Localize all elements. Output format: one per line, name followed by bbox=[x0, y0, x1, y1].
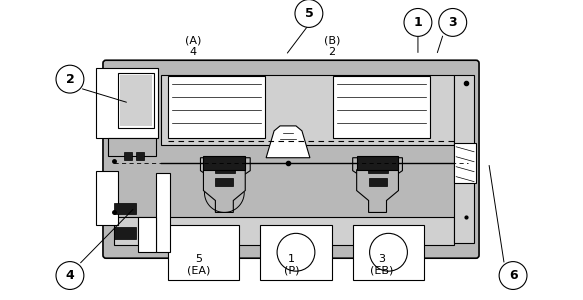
Text: (P): (P) bbox=[284, 265, 299, 275]
Bar bbox=[454, 75, 474, 243]
Text: 3: 3 bbox=[378, 254, 385, 264]
Text: 1: 1 bbox=[288, 254, 295, 264]
Bar bbox=[124, 152, 132, 160]
Circle shape bbox=[295, 0, 323, 27]
Polygon shape bbox=[266, 126, 310, 158]
Text: 4: 4 bbox=[65, 269, 74, 282]
Bar bbox=[156, 173, 170, 252]
Polygon shape bbox=[201, 158, 250, 193]
Circle shape bbox=[404, 8, 432, 36]
Text: 2: 2 bbox=[329, 47, 336, 57]
Bar bbox=[168, 76, 265, 138]
Text: (B): (B) bbox=[324, 35, 340, 45]
Bar bbox=[96, 171, 118, 225]
Text: 6: 6 bbox=[509, 269, 517, 282]
Circle shape bbox=[56, 262, 84, 290]
Text: 5: 5 bbox=[195, 254, 202, 264]
Bar bbox=[454, 143, 476, 183]
Polygon shape bbox=[203, 156, 245, 170]
Bar bbox=[353, 225, 424, 280]
Bar bbox=[215, 178, 233, 186]
FancyBboxPatch shape bbox=[103, 60, 479, 258]
Bar bbox=[333, 76, 430, 138]
Text: 5: 5 bbox=[304, 7, 313, 20]
Bar bbox=[96, 68, 157, 138]
Bar bbox=[114, 227, 136, 239]
Text: 2: 2 bbox=[65, 73, 74, 85]
Ellipse shape bbox=[370, 233, 408, 271]
Circle shape bbox=[439, 8, 466, 36]
Bar bbox=[260, 225, 332, 280]
Bar bbox=[118, 73, 154, 128]
Bar bbox=[215, 163, 236, 173]
Bar bbox=[161, 75, 454, 145]
Text: 4: 4 bbox=[189, 47, 196, 57]
Bar bbox=[138, 218, 156, 252]
Bar bbox=[168, 225, 239, 280]
Text: (A): (A) bbox=[185, 35, 201, 45]
Text: (EB): (EB) bbox=[370, 265, 393, 275]
Bar bbox=[368, 178, 387, 186]
Polygon shape bbox=[357, 156, 398, 170]
Bar bbox=[114, 202, 136, 214]
Bar bbox=[114, 218, 454, 245]
Bar bbox=[108, 138, 156, 156]
Polygon shape bbox=[353, 158, 402, 193]
Circle shape bbox=[56, 65, 84, 93]
Polygon shape bbox=[203, 170, 245, 212]
Text: (EA): (EA) bbox=[187, 265, 210, 275]
Circle shape bbox=[499, 262, 527, 290]
Ellipse shape bbox=[277, 233, 315, 271]
Text: 3: 3 bbox=[448, 16, 457, 29]
Bar bbox=[136, 152, 144, 160]
Bar bbox=[120, 75, 152, 126]
Text: 1: 1 bbox=[413, 16, 422, 29]
Polygon shape bbox=[357, 170, 398, 212]
Bar bbox=[368, 163, 388, 173]
